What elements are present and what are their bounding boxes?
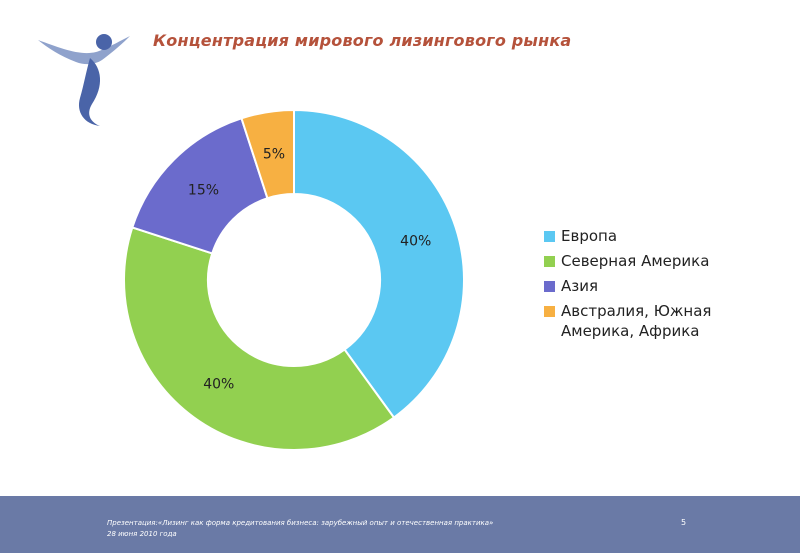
data-label: 15%	[188, 182, 219, 198]
footer-date-line: 28 июня 2010 года	[107, 530, 177, 538]
logo	[30, 28, 140, 128]
legend-item-other: Австралия, Южная Америка, Африка	[544, 301, 784, 341]
legend-swatch	[544, 256, 555, 267]
legend-label: Северная Америка	[561, 252, 710, 270]
legend-label: Азия	[561, 277, 599, 295]
data-label: 5%	[263, 147, 285, 163]
donut-chart: 40% 40% 15% 5%	[123, 108, 465, 451]
chart-data-labels: 40% 40% 15% 5%	[188, 147, 431, 393]
data-label: 40%	[400, 233, 431, 249]
legend-item-asia: Азия	[544, 276, 784, 296]
legend-item-europe: Европа	[544, 226, 784, 246]
legend-label: Европа	[561, 227, 618, 245]
legend-swatch	[544, 306, 555, 317]
chart-legend: Европа Северная Америка Азия Австралия, …	[544, 226, 784, 346]
footer-text: Презентация:«Лизинг как форма кредитован…	[107, 518, 493, 540]
slice-north-america	[123, 226, 396, 451]
legend-swatch	[544, 231, 555, 242]
legend-item-north-america: Северная Америка	[544, 251, 784, 271]
legend-label: Австралия, Южная Америка, Африка	[561, 302, 712, 340]
data-label: 40%	[203, 377, 234, 393]
chart-slices	[123, 108, 465, 451]
page-number: 5	[681, 518, 687, 527]
person-figure-icon	[38, 34, 130, 126]
legend-swatch	[544, 281, 555, 292]
footer-presentation-line: Презентация:«Лизинг как форма кредитован…	[107, 519, 494, 527]
slice-other	[240, 108, 295, 200]
footer-bar: Презентация:«Лизинг как форма кредитован…	[0, 496, 800, 553]
slice-europe	[293, 108, 465, 419]
slide-title: Концентрация мирового лизингового рынка	[153, 31, 572, 50]
